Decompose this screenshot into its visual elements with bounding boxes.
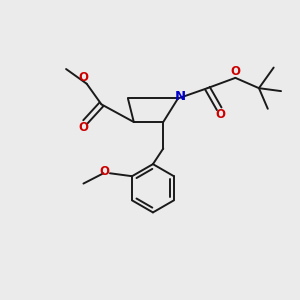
Text: O: O <box>230 65 240 79</box>
Text: N: N <box>175 91 186 103</box>
Text: O: O <box>100 165 110 178</box>
Text: O: O <box>79 71 89 84</box>
Text: O: O <box>79 122 89 134</box>
Text: O: O <box>216 108 226 121</box>
